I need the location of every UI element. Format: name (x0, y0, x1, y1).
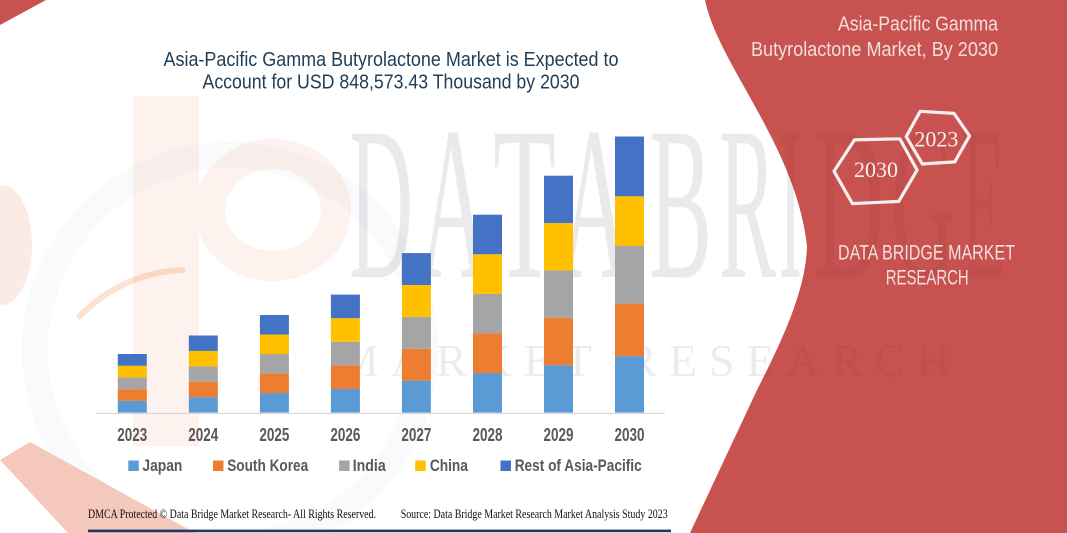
svg-text:Japan: Japan (142, 456, 182, 475)
svg-text:India: India (353, 456, 386, 475)
svg-text:Account for USD 848,573.43 Tho: Account for USD 848,573.43 Thousand by 2… (203, 71, 580, 94)
svg-text:2030: 2030 (615, 425, 645, 445)
svg-text:Asia-Pacific Gamma: Asia-Pacific Gamma (838, 13, 999, 36)
svg-text:2023: 2023 (914, 126, 958, 151)
svg-text:Asia-Pacific Gamma Butyrolacto: Asia-Pacific Gamma Butyrolactone Market … (164, 48, 619, 71)
svg-text:2025: 2025 (259, 425, 289, 445)
svg-text:2024: 2024 (188, 425, 218, 445)
svg-text:South Korea: South Korea (227, 456, 308, 475)
svg-text:DMCA Protected © Data Bridge M: DMCA Protected © Data Bridge Market Rese… (88, 507, 376, 521)
svg-text:2030: 2030 (854, 157, 898, 182)
svg-text:Source: Data Bridge Market Res: Source: Data Bridge Market Research Mark… (401, 507, 668, 521)
svg-text:RESEARCH: RESEARCH (886, 266, 969, 289)
svg-text:2026: 2026 (330, 425, 360, 445)
svg-text:2023: 2023 (117, 425, 147, 445)
svg-text:Rest of Asia-Pacific: Rest of Asia-Pacific (515, 456, 642, 475)
svg-text:2029: 2029 (544, 425, 574, 445)
svg-text:DATA BRIDGE MARKET: DATA BRIDGE MARKET (838, 242, 1015, 265)
svg-text:China: China (430, 456, 468, 475)
svg-text:2028: 2028 (473, 425, 503, 445)
svg-text:2027: 2027 (401, 425, 431, 445)
svg-text:Butyrolactone Market, By 2030: Butyrolactone Market, By 2030 (751, 38, 998, 61)
